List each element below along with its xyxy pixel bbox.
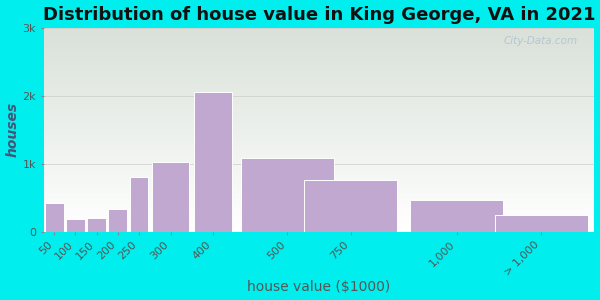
Bar [44,153,595,155]
Bar [44,104,595,107]
Bar [44,132,595,135]
Bar [44,46,595,48]
Bar [44,229,595,232]
Bar [130,177,148,232]
Bar [44,163,595,165]
Bar [44,53,595,56]
Bar [44,155,595,158]
Bar [44,194,595,196]
Bar [44,102,595,104]
Bar [44,201,595,204]
Bar [44,130,595,132]
Bar [44,140,595,142]
Bar [44,145,595,148]
Bar [44,30,595,33]
Bar [44,92,595,94]
Bar [44,61,595,64]
Bar [44,226,595,229]
Bar [44,204,595,206]
Text: City-Data.com: City-Data.com [504,36,578,46]
Bar [304,180,397,232]
Bar [44,211,595,214]
Bar [44,107,595,110]
Bar [44,170,595,173]
Bar [44,69,595,71]
Bar [44,51,595,53]
Bar [44,35,595,38]
Bar [44,206,595,209]
Bar [44,74,595,76]
Bar [44,219,595,221]
Bar [44,110,595,112]
Bar [44,150,595,153]
Bar [44,214,595,216]
Bar [44,209,595,211]
Bar [44,125,595,127]
Bar [44,76,595,79]
Bar [44,89,595,92]
Bar [44,94,595,97]
Bar [44,142,595,145]
Bar [44,117,595,120]
Bar [44,112,595,115]
Bar [44,176,595,178]
Bar [44,135,595,137]
Title: Distribution of house value in King George, VA in 2021: Distribution of house value in King Geor… [43,6,595,24]
Bar [44,122,595,125]
Bar [44,86,595,89]
Bar [44,127,595,130]
Bar [495,215,588,232]
Bar [44,66,595,69]
Bar [44,224,595,226]
Bar [44,160,595,163]
Bar [44,58,595,61]
Bar [44,199,595,201]
Bar [44,186,595,188]
Bar [44,40,595,43]
Bar [44,188,595,191]
Bar [44,196,595,199]
Bar [44,115,595,117]
Bar [152,162,190,232]
Bar [44,81,595,84]
Bar [44,97,595,99]
Bar [44,64,595,66]
Bar [44,216,595,219]
Bar [87,218,106,232]
Bar [44,178,595,181]
Bar [44,173,595,176]
Bar [44,56,595,58]
Bar [44,158,595,160]
Bar [194,92,232,232]
X-axis label: house value ($1000): house value ($1000) [247,280,391,294]
Bar [44,137,595,140]
Bar [44,165,595,168]
Bar [44,28,595,30]
Bar [44,43,595,46]
Bar [44,148,595,150]
Bar [241,158,334,232]
Y-axis label: houses: houses [5,102,20,157]
Bar [109,208,127,232]
Bar [44,183,595,186]
Bar [410,200,503,232]
Bar [44,120,595,122]
Bar [44,191,595,194]
Bar [44,84,595,86]
Bar [44,48,595,51]
Bar [44,79,595,81]
Bar [44,38,595,40]
Bar [44,168,595,170]
Bar [45,203,64,232]
Bar [44,181,595,183]
Bar [44,33,595,35]
Bar [44,99,595,102]
Bar [44,71,595,74]
Bar [44,221,595,224]
Bar [66,219,85,232]
